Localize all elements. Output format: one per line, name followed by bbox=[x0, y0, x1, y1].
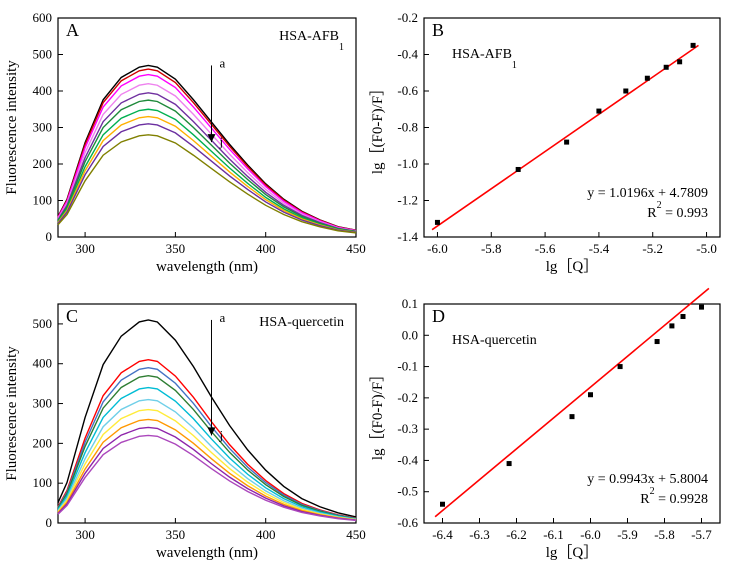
svg-text:lg［Q］: lg［Q］ bbox=[546, 544, 599, 561]
svg-text:a: a bbox=[220, 55, 226, 70]
chart-A: 300 350 400 450 0 100 200 300 400 500 600 a j wavelen… bbox=[0, 0, 366, 285]
svg-text:300: 300 bbox=[75, 527, 95, 542]
svg-text:350: 350 bbox=[166, 527, 186, 542]
svg-text:350: 350 bbox=[166, 241, 186, 256]
svg-text:D: D bbox=[432, 306, 445, 326]
svg-text:0: 0 bbox=[46, 229, 53, 244]
svg-text:-0.5: -0.5 bbox=[397, 483, 418, 498]
svg-text:-6.3: -6.3 bbox=[469, 527, 490, 542]
svg-text:-0.2: -0.2 bbox=[397, 389, 418, 404]
svg-text:HSA-AFB1: HSA-AFB1 bbox=[452, 47, 517, 71]
svg-text:y = 1.0196x + 4.7809: y = 1.0196x + 4.7809 bbox=[587, 186, 708, 201]
svg-text:-5.0: -5.0 bbox=[696, 241, 717, 256]
svg-text:lg［Q］: lg［Q］ bbox=[546, 258, 599, 275]
svg-text:A: A bbox=[66, 20, 79, 40]
svg-text:lg［(F0-F)/F］: lg［(F0-F)/F］ bbox=[369, 366, 386, 459]
panel-C: 300 350 400 450 0 100 200 300 400 500 a j wavelength… bbox=[0, 286, 366, 571]
svg-text:-5.8: -5.8 bbox=[481, 241, 502, 256]
svg-text:-0.6: -0.6 bbox=[397, 83, 418, 98]
svg-text:R2 = 0.9928: R2 = 0.9928 bbox=[640, 485, 708, 507]
svg-text:300: 300 bbox=[33, 120, 53, 135]
svg-text:400: 400 bbox=[33, 355, 53, 370]
svg-text:-6.1: -6.1 bbox=[543, 527, 564, 542]
svg-text:HSA-AFB1: HSA-AFB1 bbox=[279, 29, 344, 53]
svg-text:-5.8: -5.8 bbox=[654, 527, 675, 542]
svg-text:-5.2: -5.2 bbox=[642, 241, 663, 256]
svg-text:200: 200 bbox=[33, 156, 53, 171]
figure-grid: 300 350 400 450 0 100 200 300 400 500 600 a j wavelen… bbox=[0, 0, 732, 571]
svg-text:HSA-quercetin: HSA-quercetin bbox=[259, 315, 344, 330]
svg-text:450: 450 bbox=[346, 527, 366, 542]
svg-text:j: j bbox=[219, 134, 224, 149]
svg-text:wavelength (nm): wavelength (nm) bbox=[156, 545, 258, 561]
svg-text:400: 400 bbox=[33, 83, 53, 98]
svg-text:wavelength (nm): wavelength (nm) bbox=[156, 259, 258, 275]
svg-text:600: 600 bbox=[33, 10, 53, 25]
svg-text:100: 100 bbox=[33, 193, 53, 208]
svg-text:0.1: 0.1 bbox=[402, 296, 418, 311]
svg-text:-0.1: -0.1 bbox=[397, 358, 418, 373]
svg-text:-5.4: -5.4 bbox=[589, 241, 610, 256]
svg-text:Fluorescence intensity: Fluorescence intensity bbox=[4, 60, 20, 195]
svg-text:-0.4: -0.4 bbox=[397, 452, 418, 467]
svg-text:500: 500 bbox=[33, 315, 53, 330]
panel-B: -6.0 -5.8 -5.6 -5.4 -5.2 -5.0 -1.4 -1.2 -1.0 -0.8… bbox=[366, 0, 732, 286]
chart-B: -6.0 -5.8 -5.6 -5.4 -5.2 -5.0 -1.4 -1.2 -1.0 -0.8… bbox=[366, 0, 732, 285]
svg-text:500: 500 bbox=[33, 47, 53, 62]
svg-text:-0.2: -0.2 bbox=[397, 10, 418, 25]
svg-text:-6.4: -6.4 bbox=[432, 527, 453, 542]
svg-text:-0.3: -0.3 bbox=[397, 421, 418, 436]
panel-D: -6.4 -6.3 -6.2 -6.1 -6.0 -5.9 -5.8 -5.7 -0.6 -0.5… bbox=[366, 286, 732, 571]
svg-text:-0.8: -0.8 bbox=[397, 120, 418, 135]
svg-text:-1.4: -1.4 bbox=[397, 229, 418, 244]
svg-text:-6.2: -6.2 bbox=[506, 527, 527, 542]
svg-text:400: 400 bbox=[256, 527, 276, 542]
svg-text:300: 300 bbox=[75, 241, 95, 256]
svg-text:-0.6: -0.6 bbox=[397, 515, 418, 530]
svg-text:HSA-quercetin: HSA-quercetin bbox=[452, 333, 537, 348]
svg-text:C: C bbox=[66, 306, 78, 326]
svg-text:a: a bbox=[220, 309, 226, 324]
svg-text:-1.2: -1.2 bbox=[397, 193, 418, 208]
chart-D: -6.4 -6.3 -6.2 -6.1 -6.0 -5.9 -5.8 -5.7 -0.6 -0.5… bbox=[366, 286, 732, 571]
svg-text:-6.0: -6.0 bbox=[580, 527, 601, 542]
svg-text:R2 = 0.993: R2 = 0.993 bbox=[647, 200, 708, 222]
svg-text:200: 200 bbox=[33, 435, 53, 450]
svg-text:450: 450 bbox=[346, 241, 366, 256]
svg-text:-5.7: -5.7 bbox=[691, 527, 712, 542]
svg-text:300: 300 bbox=[33, 395, 53, 410]
svg-text:0: 0 bbox=[46, 515, 53, 530]
svg-text:-6.0: -6.0 bbox=[427, 241, 448, 256]
svg-text:-1.0: -1.0 bbox=[397, 156, 418, 171]
svg-text:-5.9: -5.9 bbox=[617, 527, 638, 542]
chart-C: 300 350 400 450 0 100 200 300 400 500 a j wavelength… bbox=[0, 286, 366, 571]
svg-text:400: 400 bbox=[256, 241, 276, 256]
svg-text:j: j bbox=[219, 427, 224, 442]
svg-text:-5.6: -5.6 bbox=[535, 241, 556, 256]
svg-text:y = 0.9943x + 5.8004: y = 0.9943x + 5.8004 bbox=[587, 472, 708, 487]
svg-text:B: B bbox=[432, 20, 444, 40]
svg-text:0.0: 0.0 bbox=[402, 327, 418, 342]
panel-A: 300 350 400 450 0 100 200 300 400 500 600 a j wavelen… bbox=[0, 0, 366, 286]
svg-text:lg［(F0-F)/F］: lg［(F0-F)/F］ bbox=[369, 81, 386, 174]
svg-text:Fluorescence intensity: Fluorescence intensity bbox=[4, 345, 20, 480]
svg-text:100: 100 bbox=[33, 475, 53, 490]
svg-text:-0.4: -0.4 bbox=[397, 47, 418, 62]
